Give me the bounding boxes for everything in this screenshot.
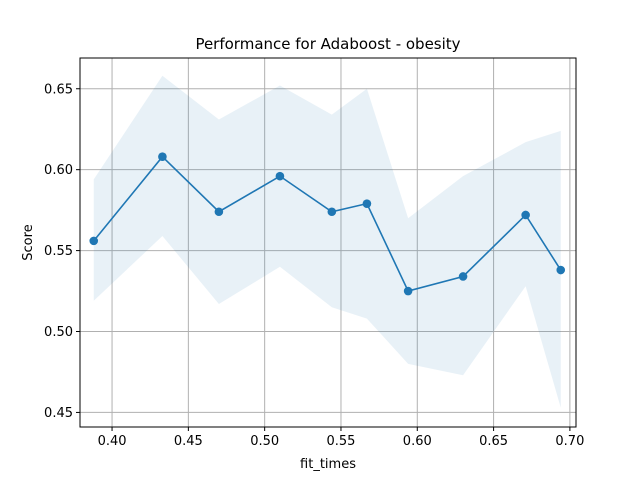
x-tick-label: 0.40: [98, 434, 127, 449]
x-tick-label: 0.45: [174, 434, 203, 449]
chart-title: Performance for Adaboost - obesity: [195, 35, 460, 53]
score-line: [93, 155, 562, 292]
data-point: [275, 171, 285, 181]
x-tick-label: 0.50: [250, 434, 279, 449]
data-point: [158, 152, 167, 162]
y-tick-label: 0.45: [44, 406, 73, 421]
x-axis-title: fit_times: [300, 457, 356, 472]
y-tick-label: 0.50: [44, 325, 73, 340]
x-tick-label: 0.55: [326, 434, 355, 449]
y-axis-title: Score: [21, 224, 36, 260]
std-band: [93, 75, 561, 408]
y-tick-label: 0.55: [44, 244, 73, 259]
score-points: [89, 152, 566, 296]
data-point: [403, 286, 413, 296]
data-point: [89, 236, 99, 246]
data-point: [214, 207, 224, 217]
plot-frame: [79, 57, 577, 428]
x-tick-label: 0.70: [555, 434, 584, 449]
confidence-band: [93, 75, 561, 408]
data-point: [362, 199, 372, 208]
data-point: [327, 207, 337, 217]
x-tick-label: 0.60: [403, 434, 432, 449]
y-tick-label: 0.65: [44, 82, 73, 97]
data-point: [556, 265, 566, 275]
y-tick-label: 0.60: [44, 163, 73, 178]
data-point: [458, 272, 468, 281]
y-axis-ticks: 0.45 0.50 0.55 0.60 0.65: [44, 82, 80, 421]
grid-lines: [80, 58, 576, 427]
x-axis-ticks: 0.40 0.45 0.50 0.55 0.60 0.65 0.70: [98, 427, 584, 449]
data-point: [521, 210, 530, 220]
score-polyline: [93, 155, 562, 292]
x-tick-label: 0.65: [479, 434, 508, 449]
